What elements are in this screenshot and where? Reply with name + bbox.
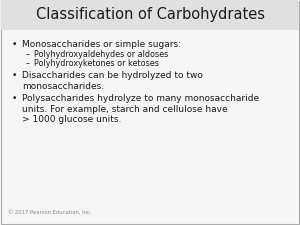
Text: © 2017 Pearson Education, Inc.: © 2017 Pearson Education, Inc. bbox=[8, 210, 91, 215]
Text: –: – bbox=[26, 59, 30, 68]
Text: –: – bbox=[26, 50, 30, 59]
Text: •: • bbox=[12, 40, 17, 49]
Text: •: • bbox=[12, 94, 17, 103]
Text: Monosaccharides or simple sugars:: Monosaccharides or simple sugars: bbox=[22, 40, 181, 49]
Text: •: • bbox=[12, 71, 17, 80]
Text: Disaccharides can be hydrolyzed to two
monosaccharides.: Disaccharides can be hydrolyzed to two m… bbox=[22, 71, 203, 91]
Text: Polyhydroxyketones or ketoses: Polyhydroxyketones or ketoses bbox=[34, 59, 159, 68]
Text: Classification of Carbohydrates: Classification of Carbohydrates bbox=[35, 7, 265, 22]
FancyBboxPatch shape bbox=[1, 0, 299, 30]
Text: Polysaccharides hydrolyze to many monosaccharide
units. For example, starch and : Polysaccharides hydrolyze to many monosa… bbox=[22, 94, 259, 124]
Text: Polyhydroxyaldehydes or aldoses: Polyhydroxyaldehydes or aldoses bbox=[34, 50, 168, 59]
